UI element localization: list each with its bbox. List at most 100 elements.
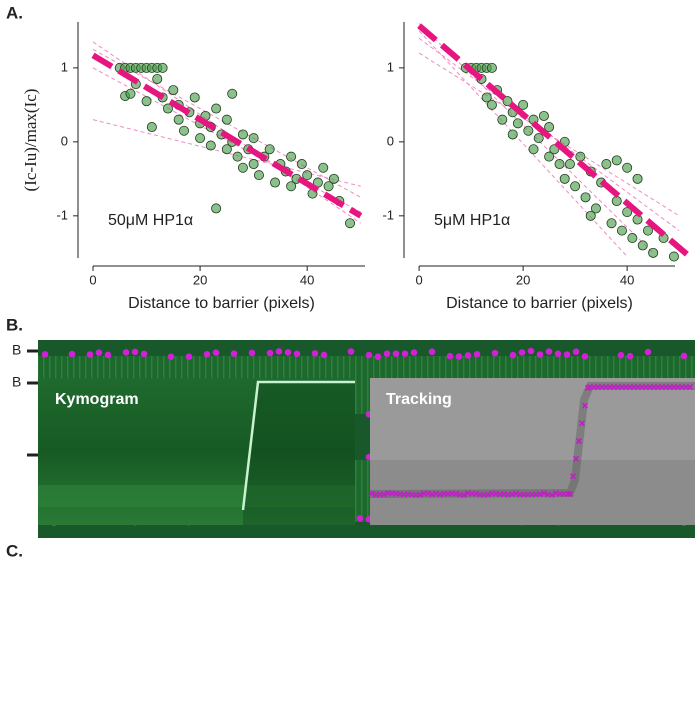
track-dot <box>383 350 391 357</box>
track-dot <box>554 350 562 358</box>
track-dot <box>455 353 463 360</box>
point <box>590 203 601 214</box>
point <box>622 207 633 218</box>
track-dot <box>446 352 454 360</box>
point <box>559 173 570 184</box>
track-dot <box>509 351 517 359</box>
point <box>237 129 248 140</box>
point <box>221 114 232 125</box>
panel-label: B. <box>6 315 23 334</box>
point <box>253 170 264 181</box>
track-dot <box>122 349 130 356</box>
track-cross <box>536 491 544 498</box>
point <box>523 125 534 136</box>
point <box>528 144 539 155</box>
track-dot <box>518 349 526 356</box>
point <box>318 162 329 173</box>
fit-line <box>418 52 680 217</box>
y-tick-label: -1 <box>56 207 68 222</box>
track-dot <box>473 351 481 358</box>
track-dot <box>41 351 49 358</box>
point <box>141 96 152 107</box>
track-cross <box>432 490 440 497</box>
point <box>637 240 648 251</box>
tracking: Tracking <box>368 378 695 525</box>
point <box>585 210 596 221</box>
track-cross <box>452 490 460 497</box>
track-dot <box>545 348 553 355</box>
point <box>345 218 356 229</box>
x-tick-label: 0 <box>415 272 422 287</box>
track-dot <box>617 351 625 359</box>
barrier-label: B <box>12 374 21 390</box>
y-axis-label: (Ic-Iu)/max(Ic) <box>21 89 40 192</box>
x-tick-label: 40 <box>300 272 314 287</box>
track-dot <box>626 352 634 360</box>
track-dot <box>203 351 211 358</box>
track-dot <box>464 352 472 359</box>
track-dot <box>410 349 418 356</box>
point <box>544 151 555 162</box>
point <box>302 170 313 181</box>
y-tick-label: 0 <box>387 133 394 148</box>
y-tick-label: -1 <box>382 207 394 222</box>
point <box>627 233 638 244</box>
point <box>611 155 622 166</box>
track-dot <box>212 349 220 356</box>
point <box>264 144 275 155</box>
point <box>648 247 659 258</box>
point <box>502 96 513 107</box>
point <box>270 177 281 188</box>
track-dot <box>284 349 292 356</box>
point <box>237 162 248 173</box>
track-dot <box>95 349 103 357</box>
track-cross <box>548 491 556 499</box>
point <box>616 225 627 236</box>
annotation: 5μM HP1α <box>434 212 510 229</box>
track-dot <box>536 351 544 358</box>
track-dot <box>644 348 652 356</box>
point <box>152 73 163 84</box>
point <box>538 110 549 121</box>
point <box>173 114 184 125</box>
track-cross <box>578 420 586 427</box>
track-cross <box>416 491 424 498</box>
track-dot <box>185 353 193 361</box>
x-axis-label: Distance to barrier (pixels) <box>128 295 315 312</box>
point <box>544 122 555 133</box>
track-dot <box>365 351 373 359</box>
track-dot <box>131 348 139 356</box>
point <box>622 162 633 173</box>
point <box>195 133 206 144</box>
track-dot <box>140 350 148 358</box>
point <box>286 181 297 192</box>
track-cross <box>512 490 520 497</box>
track-dot <box>401 350 409 358</box>
point <box>486 62 497 73</box>
point <box>533 133 544 144</box>
point <box>512 118 523 129</box>
track-dot <box>266 349 274 357</box>
x-tick-label: 0 <box>89 272 96 287</box>
track-cross <box>572 455 580 462</box>
track-dot <box>311 350 319 357</box>
x-axis-label: Distance to barrier (pixels) <box>446 295 633 312</box>
point <box>611 196 622 207</box>
point <box>554 159 565 170</box>
point <box>580 192 591 203</box>
annotation: 50μM HP1α <box>108 212 193 229</box>
point <box>211 203 222 214</box>
track-cross <box>460 491 468 498</box>
point <box>211 103 222 114</box>
point <box>162 103 173 114</box>
track-cross <box>686 383 694 391</box>
track-dot <box>68 350 76 358</box>
track-dot <box>428 348 436 356</box>
track-cross <box>581 402 589 409</box>
track-dot <box>527 347 535 355</box>
point <box>157 62 168 73</box>
track-dot <box>320 351 328 359</box>
